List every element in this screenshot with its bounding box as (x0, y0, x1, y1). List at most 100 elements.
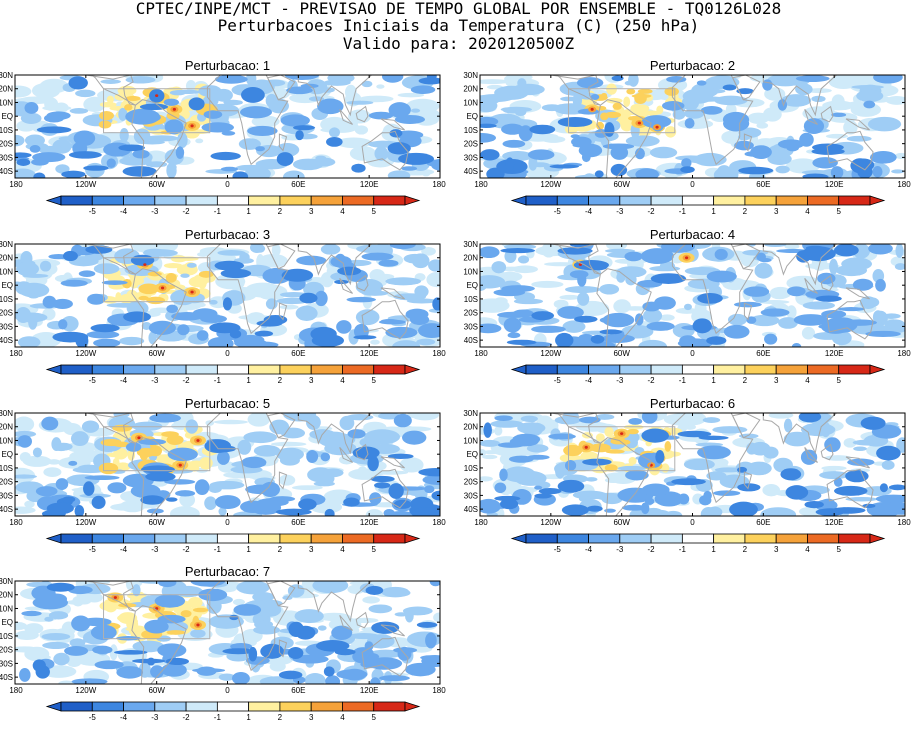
colorbar-segment (248, 533, 281, 544)
anomaly-cell (93, 263, 120, 275)
colorbar-tick-label: 1 (246, 545, 251, 554)
colorbar-segment (373, 195, 406, 206)
colorbar-left-arrow (45, 364, 62, 375)
anomaly-cell (246, 75, 257, 86)
anomaly-cell (646, 321, 675, 331)
anomaly-cell (507, 332, 521, 339)
colorbar-tick-label: -1 (214, 713, 222, 722)
colorbar-tick-label: -2 (183, 545, 191, 554)
colorbar-tick-label: 4 (805, 376, 810, 385)
x-tick-label: 0 (225, 180, 230, 189)
anomaly-cell (480, 132, 497, 143)
anomaly-cell (125, 442, 142, 452)
anomaly-cell (787, 286, 806, 297)
x-tick-label: 180 (9, 686, 23, 695)
anomaly-cell (503, 466, 536, 483)
anomaly-cell (420, 110, 432, 120)
coastline (32, 581, 136, 612)
panel-title: Perturbacao: 1 (184, 58, 271, 73)
colorbar-left-arrow (45, 701, 62, 712)
anomaly-cell (398, 152, 435, 165)
anomaly-cell (649, 146, 678, 159)
colorbar-tick-label: 1 (711, 545, 716, 554)
colorbar-left-arrow (45, 195, 62, 206)
coastline (845, 287, 870, 300)
anomaly-cell (791, 343, 802, 347)
anomaly-cell (599, 284, 620, 295)
coastline (361, 299, 409, 340)
colorbar-segment (525, 364, 558, 375)
anomaly-cell (35, 486, 58, 497)
x-tick-label: 120E (360, 518, 379, 527)
anomaly-cell (99, 101, 117, 108)
colorbar-tick-label: -5 (89, 207, 97, 216)
anomaly-cell (620, 110, 641, 116)
anomaly-cell (251, 115, 280, 128)
anomaly-cell (392, 340, 421, 347)
anomaly-cell (130, 254, 155, 266)
anomaly-cell (659, 261, 676, 271)
coastline (380, 624, 405, 637)
anomaly-cell (198, 588, 228, 602)
x-tick-label: 180 (432, 349, 446, 358)
coastline (339, 614, 353, 631)
anomaly-cell (39, 260, 52, 272)
colorbar-tick-label: -3 (151, 376, 159, 385)
anomaly-cell (588, 263, 608, 271)
anomaly-cell (680, 166, 695, 173)
anomaly-cell (324, 508, 335, 516)
anomaly-cell (760, 507, 797, 516)
anomaly-cell (355, 309, 380, 326)
anomaly-cell (659, 314, 675, 321)
figure-title: CPTEC/INPE/MCT - PREVISAO DE TEMPO GLOBA… (135, 0, 782, 18)
anomaly-cell (306, 449, 319, 463)
anomaly-cell (359, 437, 382, 448)
anomaly-cell (157, 614, 186, 624)
anomaly-cell (410, 85, 436, 94)
anomaly-cell (99, 110, 114, 121)
anomaly-cell (671, 478, 706, 486)
anomaly-cell (78, 270, 96, 277)
anomaly-cell (585, 477, 598, 482)
anomaly-cell (599, 316, 619, 324)
anomaly-cell (666, 76, 687, 83)
anomaly-cell (58, 680, 75, 684)
anomaly-cell (644, 497, 655, 505)
anomaly-cell (873, 75, 903, 84)
x-tick-label: 120W (75, 180, 96, 189)
anomaly-cell (154, 594, 186, 608)
anomaly-cell (868, 244, 893, 255)
colorbar-segment (216, 195, 250, 206)
anomaly-cell (141, 465, 175, 474)
anomaly-cell (885, 96, 905, 105)
anomaly-cell (310, 326, 337, 342)
anomaly-cell (482, 454, 498, 460)
colorbar-segment (373, 364, 406, 375)
anomaly-cell (175, 146, 185, 159)
field-shading (15, 75, 440, 178)
colorbar-tick-label: -4 (120, 376, 128, 385)
colorbar-left-arrow (510, 195, 527, 206)
anomaly-cell (736, 466, 748, 473)
anomaly-cell (393, 413, 412, 428)
anomaly-cell (295, 130, 304, 141)
colorbar-tick-label: -1 (214, 545, 222, 554)
coastline (206, 244, 289, 335)
anomaly-cell (641, 428, 669, 443)
anomaly-cell (857, 165, 873, 178)
colorbar-tick-label: -4 (120, 713, 128, 722)
anomaly-cell (66, 441, 98, 453)
colorbar-segment (185, 533, 218, 544)
colorbar-segment (279, 701, 312, 712)
anomaly-cell (87, 293, 106, 305)
anomaly-cell (853, 446, 867, 452)
y-tick-label: EQ (1, 281, 13, 290)
anomaly-cell (352, 652, 380, 662)
anomaly-cell (195, 138, 204, 144)
anomaly-cell (304, 673, 326, 684)
anomaly-cell (94, 660, 124, 670)
panel-title: Perturbacao: 5 (184, 396, 271, 411)
anomaly-cell (397, 92, 425, 98)
colorbar-tick-label: 4 (340, 713, 345, 722)
panel-4: Perturbacao: 4 30N 20N 10N EQ 10S 20S 30S 40S 18… (463, 227, 915, 392)
